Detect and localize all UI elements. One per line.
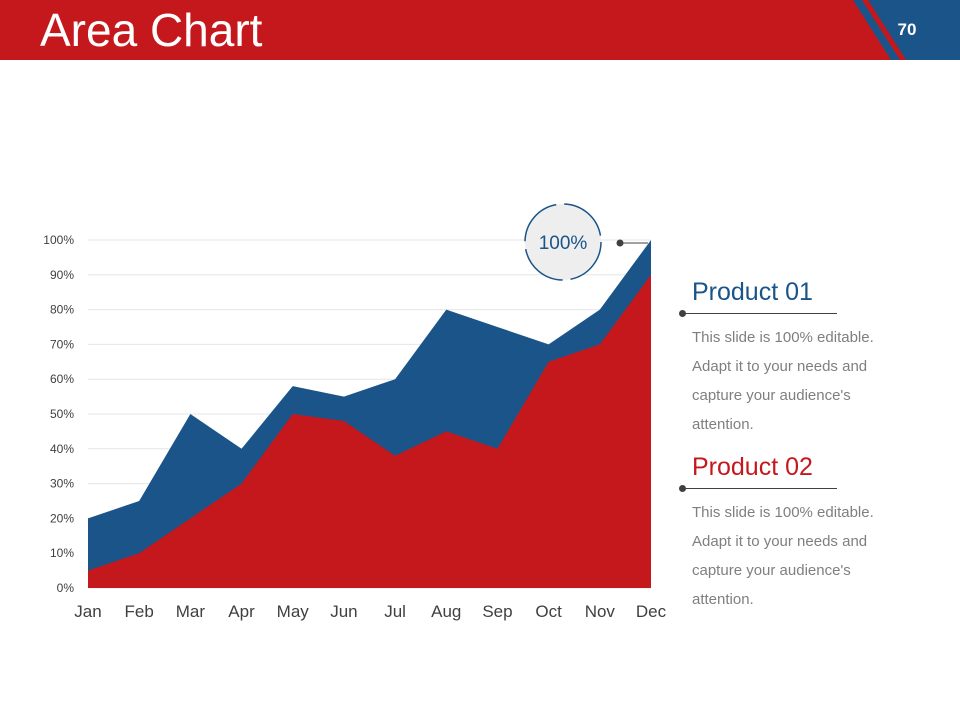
product-02-rule — [682, 488, 837, 489]
callout-label: 100% — [539, 233, 588, 254]
product-01-rule — [682, 313, 837, 314]
header-bar — [0, 0, 960, 60]
x-tick-label: Jun — [330, 602, 357, 621]
product-02-description: This slide is 100% editable. Adapt it to… — [692, 504, 874, 608]
product-02-title: Product 02 — [692, 453, 813, 481]
slide-header: Area Chart 70 — [0, 0, 960, 60]
x-tick-label: May — [277, 602, 310, 621]
x-tick-label: Nov — [585, 602, 616, 621]
x-tick-label: Feb — [125, 602, 154, 621]
y-axis-ticks: 0% 10% 20% 30% 40% 50% 60% 70% 80% 90% 100% — [43, 233, 74, 595]
product-01-bullet — [679, 310, 686, 317]
header-blue-corner — [868, 0, 960, 60]
y-tick-label: 10% — [50, 546, 74, 560]
y-tick-label: 20% — [50, 511, 74, 525]
x-tick-label: Oct — [535, 602, 562, 621]
y-tick-label: 0% — [57, 581, 75, 595]
y-tick-label: 70% — [50, 337, 74, 351]
area-series-2 — [88, 274, 651, 588]
x-tick-label: Dec — [636, 602, 667, 621]
x-tick-label: Mar — [176, 602, 206, 621]
product-01-title: Product 01 — [692, 278, 813, 306]
y-tick-label: 100% — [43, 233, 74, 247]
y-tick-label: 40% — [50, 442, 74, 456]
callout-circle — [524, 203, 602, 281]
y-tick-label: 30% — [50, 477, 74, 491]
callout-leader-dot — [616, 239, 624, 247]
callout-group: 100% — [524, 203, 648, 281]
x-tick-label: Sep — [482, 602, 512, 621]
y-tick-label: 90% — [50, 268, 74, 282]
slide-title: Area Chart — [40, 4, 263, 56]
product-01-description: This slide is 100% editable. Adapt it to… — [692, 329, 874, 433]
x-tick-label: Jan — [74, 602, 101, 621]
x-axis-ticks: Jan Feb Mar Apr May Jun Jul Aug Sep Oct Nov Dec — [74, 602, 666, 621]
y-tick-label: 50% — [50, 407, 74, 421]
chart-areas — [88, 240, 651, 588]
x-tick-label: Apr — [228, 602, 255, 621]
header-red-band — [0, 0, 960, 60]
header-blue-stripe — [853, 0, 900, 60]
x-tick-label: Jul — [384, 602, 406, 621]
page-number: 70 — [897, 20, 917, 39]
y-tick-label: 80% — [50, 303, 74, 317]
product-02-bullet — [679, 485, 686, 492]
y-tick-label: 60% — [50, 372, 74, 386]
x-tick-label: Aug — [431, 602, 461, 621]
